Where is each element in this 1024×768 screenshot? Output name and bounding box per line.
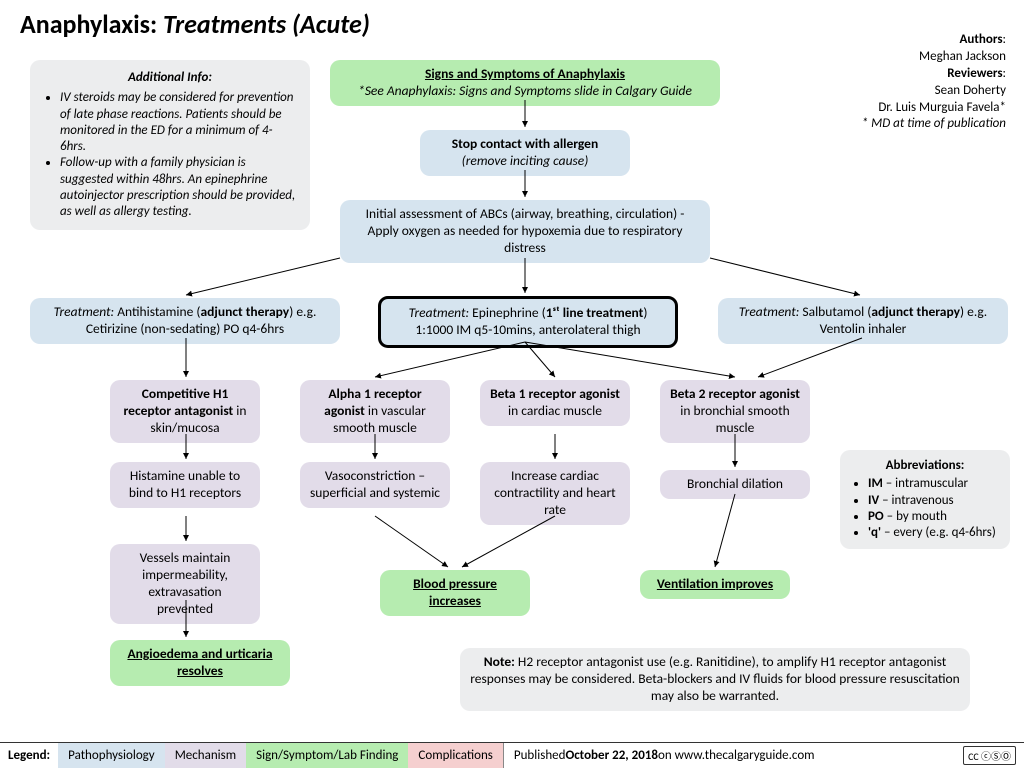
node-stop: Stop contact with allergen (remove incit… — [420, 130, 630, 176]
node-abc: Initial assessment of ABCs (airway, brea… — [340, 200, 710, 263]
node-alpha1: Alpha 1 receptor agonist in vascular smo… — [300, 380, 450, 443]
node-hist-unable: Histamine unable to bind to H1 receptors — [110, 462, 260, 508]
node-bp: Blood pressure increases — [380, 570, 530, 616]
node-h1-antagonist: Competitive H1 receptor antagonist in sk… — [110, 380, 260, 443]
node-beta1: Beta 1 receptor agonist in cardiac muscl… — [480, 380, 630, 426]
node-angioedema: Angioedema and urticaria resolves — [110, 640, 290, 686]
node-salbutamol: Treatment: Salbutamol (adjunct therapy) … — [718, 298, 1008, 344]
node-epinephrine: Treatment: Epinephrine (1ˢᵗ line treatme… — [378, 296, 678, 348]
note-box: Note: H2 receptor antagonist use (e.g. R… — [460, 648, 970, 711]
node-vasoconstriction: Vasoconstriction – superficial and syste… — [300, 462, 450, 508]
credits: Authors: Meghan Jackson Reviewers: Sean … — [862, 32, 1006, 133]
node-ventilation: Ventilation improves — [640, 570, 790, 599]
abbreviations: Abbreviations: IM – intramuscular IV – i… — [840, 450, 1010, 549]
node-vessels: Vessels maintain impermeability, extrava… — [110, 544, 260, 624]
node-cardiac: Increase cardiac contractility and heart… — [480, 462, 630, 525]
additional-info: Additional Info: IV steroids may be cons… — [30, 60, 310, 230]
node-bronch-dilation: Bronchial dilation — [660, 470, 810, 499]
page-title: Anaphylaxis: Treatments (Acute) — [20, 8, 370, 40]
node-signs: Signs and Symptoms of Anaphylaxis *See A… — [330, 60, 720, 106]
cc-icon: CC ⓒⓈⓄ — [963, 746, 1016, 765]
node-beta2: Beta 2 receptor agonist in bronchial smo… — [660, 380, 810, 443]
legend: Legend: Pathophysiology Mechanism Sign/S… — [0, 742, 1024, 768]
node-antihistamine: Treatment: Antihistamine (adjunct therap… — [30, 298, 340, 344]
